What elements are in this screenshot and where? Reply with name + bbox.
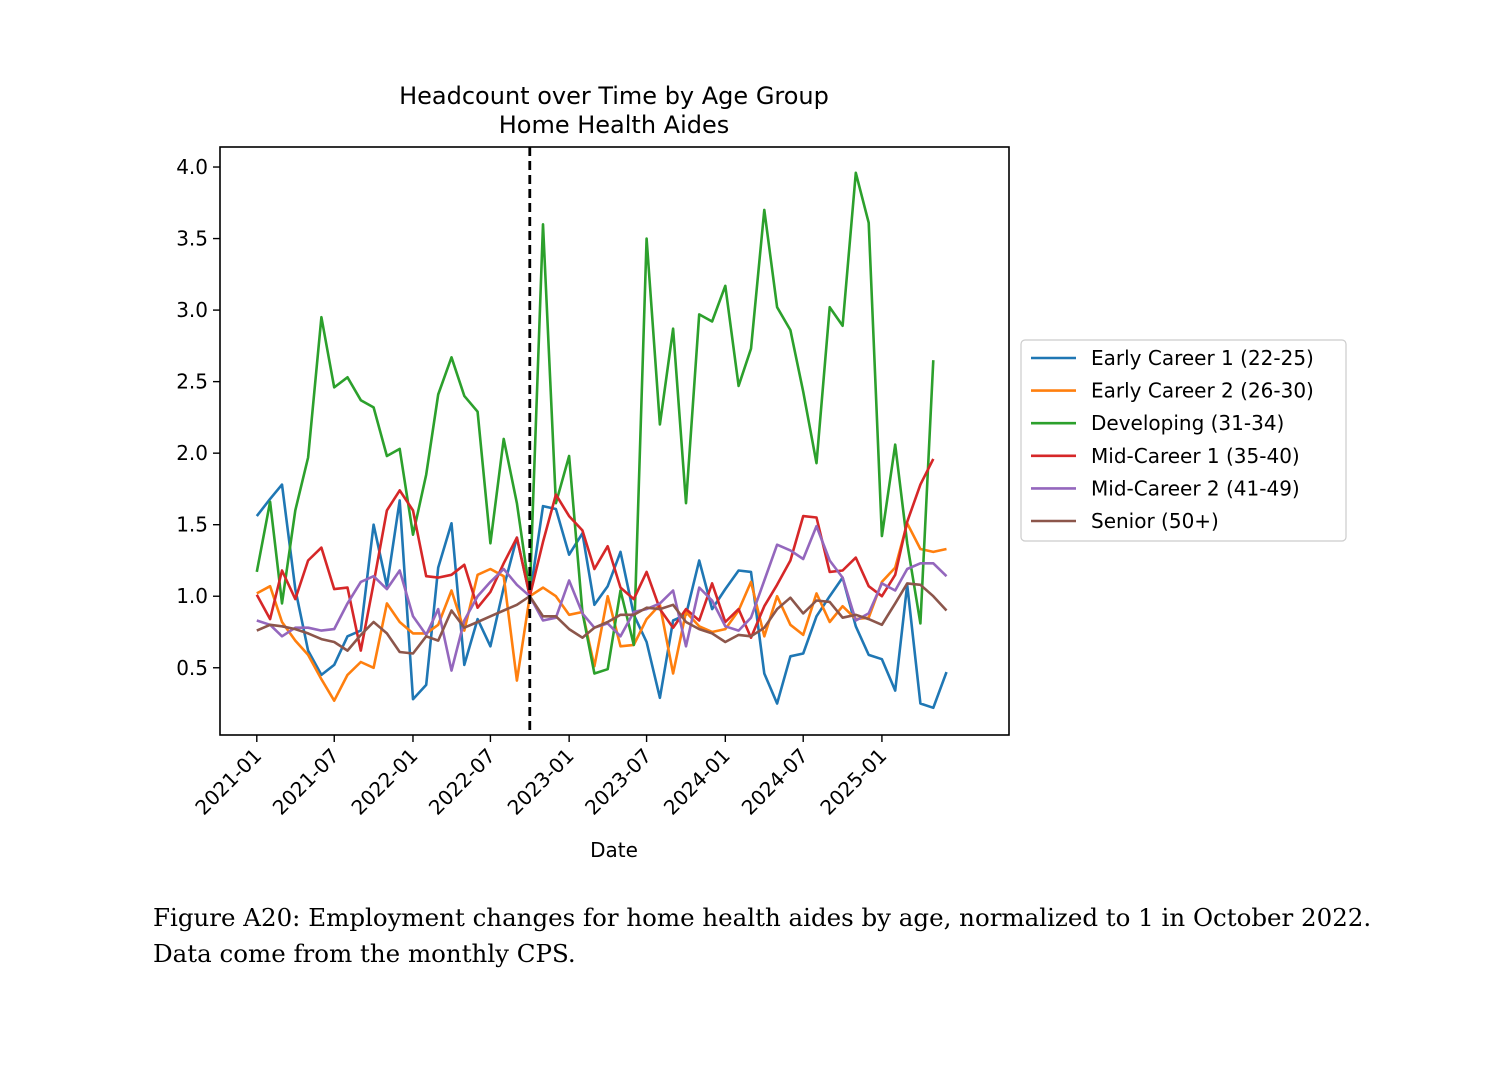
chart-title: Headcount over Time by Age Group [399, 82, 829, 110]
series-line-2 [256, 521, 947, 703]
series-line-4 [255, 458, 935, 652]
y-tick-label: 2.0 [176, 441, 208, 465]
x-tick-label: 2024-07 [737, 744, 813, 820]
legend-label: Mid-Career 2 (41-49) [1091, 476, 1300, 500]
series-line-6 [256, 582, 948, 655]
line-chart: Headcount over Time by Age Group Home He… [176, 82, 1347, 862]
y-tick-label: 0.5 [176, 656, 208, 680]
y-tick-label: 3.0 [176, 298, 208, 322]
x-tick-label: 2023-07 [580, 744, 656, 820]
x-tick-label: 2023-01 [503, 744, 579, 820]
x-tick-label: 2025-01 [815, 744, 891, 820]
series-lines [255, 171, 948, 710]
series-line-3 [255, 171, 935, 675]
y-tick-label: 4.0 [176, 155, 208, 179]
x-tick-label: 2021-01 [190, 744, 266, 820]
legend-label: Early Career 2 (26-30) [1091, 379, 1314, 403]
legend-label: Early Career 1 (22-25) [1091, 346, 1314, 370]
plot-frame [219, 146, 1010, 736]
legend-label: Mid-Career 1 (35-40) [1091, 444, 1300, 468]
legend-box [1020, 339, 1347, 542]
x-axis-label: Date [590, 838, 638, 862]
chart-title-group: Headcount over Time by Age Group Home He… [399, 82, 829, 139]
series-line-1 [255, 483, 948, 710]
legend-label: Senior (50+) [1091, 509, 1219, 533]
legend: Early Career 1 (22-25) Early Career 2 (26… [1020, 339, 1347, 542]
y-tick-label: 1.5 [176, 513, 208, 537]
y-axis: 0.5 1.0 1.5 2.0 2.5 3.0 3.5 4.0 [176, 155, 220, 680]
figure-caption: Figure A20: Employment changes for home … [153, 900, 1383, 972]
y-tick-label: 2.5 [176, 370, 208, 394]
y-tick-label: 3.5 [176, 227, 208, 251]
caption-line-2: Data come from the monthly CPS. [153, 939, 576, 968]
x-axis: 2021-01 2021-07 2022-01 2022-07 2023-01 2023-… [190, 735, 891, 820]
y-tick-label: 1.0 [176, 584, 208, 608]
x-tick-label: 2022-07 [424, 744, 500, 820]
caption-line-1: Figure A20: Employment changes for home … [153, 903, 1372, 932]
chart-subtitle: Home Health Aides [499, 111, 730, 139]
x-tick-label: 2021-07 [268, 744, 344, 820]
x-tick-label: 2022-01 [346, 744, 422, 820]
x-tick-label: 2024-01 [659, 744, 735, 820]
legend-label: Developing (31-34) [1091, 411, 1284, 435]
